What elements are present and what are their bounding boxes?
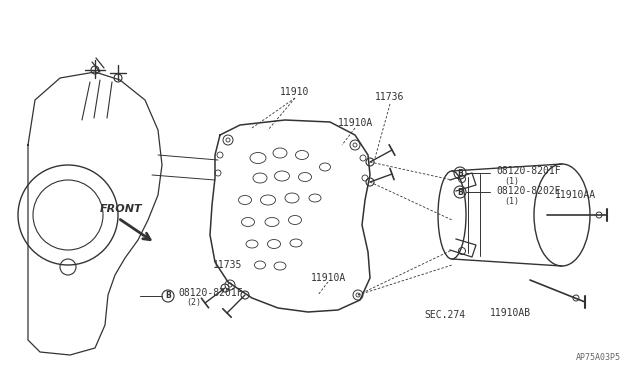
Text: (1): (1)	[504, 176, 519, 186]
Text: 11910A: 11910A	[337, 118, 372, 128]
Text: SEC.274: SEC.274	[424, 310, 465, 320]
Text: 11735: 11735	[213, 260, 243, 270]
Text: 11910A: 11910A	[310, 273, 346, 283]
Text: 11910AB: 11910AB	[490, 308, 531, 318]
Text: 08120-8202E: 08120-8202E	[496, 186, 561, 196]
Text: B: B	[457, 169, 463, 177]
Text: 11736: 11736	[375, 92, 404, 102]
Text: FRONT: FRONT	[100, 204, 143, 214]
Text: (2): (2)	[186, 298, 201, 308]
Text: (1): (1)	[504, 196, 519, 205]
Text: 08120-8201F: 08120-8201F	[178, 288, 243, 298]
Text: B: B	[457, 187, 463, 196]
Text: 08120-8201F: 08120-8201F	[496, 166, 561, 176]
Text: B: B	[165, 292, 171, 301]
Text: 11910AA: 11910AA	[555, 190, 596, 200]
Text: AP75A03P5: AP75A03P5	[575, 353, 621, 362]
Text: 11910: 11910	[280, 87, 310, 97]
